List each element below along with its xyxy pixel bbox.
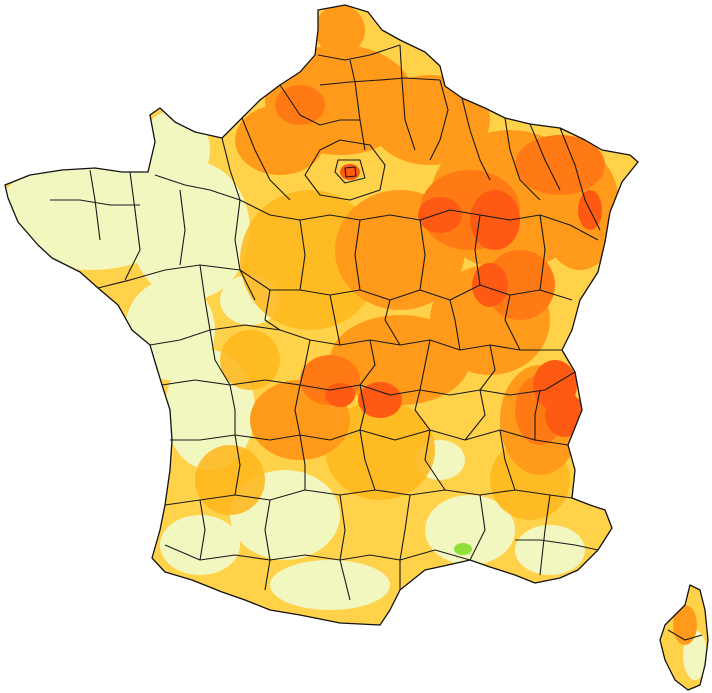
coastline (4, 4, 709, 691)
green-patch (454, 543, 472, 555)
mainland-outline (4, 4, 639, 626)
department-borders (50, 44, 703, 641)
corsica-outline (659, 584, 709, 691)
